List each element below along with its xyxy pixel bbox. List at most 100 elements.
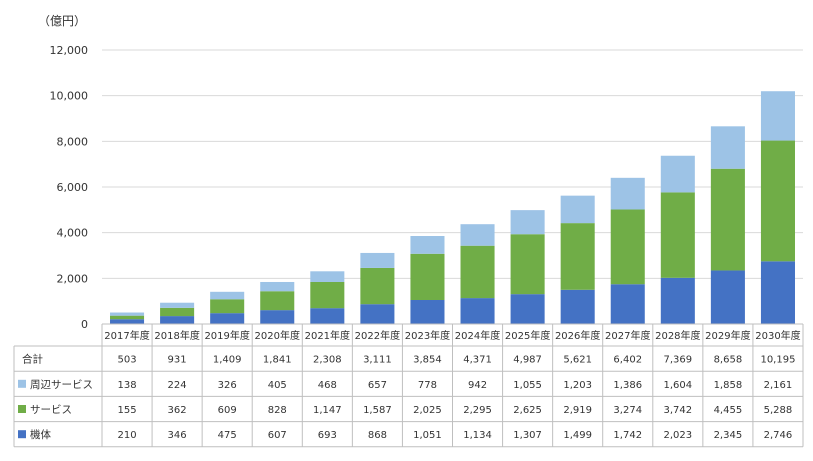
table-cell: 942 — [468, 380, 487, 391]
y-tick-label: 10,000 — [50, 90, 89, 103]
table-cell: 503 — [117, 355, 136, 366]
table-cell: 2,295 — [463, 405, 492, 416]
y-tick-label: 12,000 — [50, 44, 89, 57]
legend-entry: 機体 — [30, 428, 51, 441]
y-axis-label: （億円） — [38, 14, 86, 28]
table-cell: 468 — [318, 380, 337, 391]
table-cell: 210 — [117, 430, 136, 441]
gridlines — [102, 49, 803, 325]
x-tick-label: 2025年度 — [505, 329, 550, 342]
table-cell: 3,854 — [413, 355, 442, 366]
bar-segment — [160, 307, 195, 317]
table-cell: 4,987 — [513, 355, 542, 366]
table-cell: 1,409 — [213, 355, 242, 366]
data-table: 2017年度 2018年度 2019年度 2020年度 2021年度 2022年度 2023… — [13, 323, 804, 448]
bar-segment — [160, 316, 195, 324]
table-cell: 931 — [168, 355, 187, 366]
bar-segment — [160, 302, 195, 308]
bar-segment — [110, 312, 145, 316]
table-cell: 607 — [268, 430, 287, 441]
legend-entry: サービス — [30, 404, 72, 416]
table-cell: 3,274 — [613, 405, 642, 416]
y-tick-label: 6,000 — [57, 181, 89, 194]
table-cell: 224 — [168, 380, 187, 391]
table-cell: 609 — [218, 405, 237, 416]
bar-segment — [310, 281, 345, 309]
bar-segment — [210, 313, 245, 324]
table-cell: 2,345 — [714, 430, 743, 441]
table-cell: 778 — [418, 380, 437, 391]
table-cell: 2,161 — [764, 380, 793, 391]
table-cell: 1,307 — [513, 430, 542, 441]
bar-segment — [760, 140, 795, 262]
table-cell: 693 — [318, 430, 337, 441]
bar-segment — [460, 298, 495, 324]
bar-segment — [360, 304, 395, 324]
x-tick-label: 2029年度 — [705, 329, 750, 342]
table-cell: 5,621 — [563, 355, 592, 366]
bar-segment — [410, 236, 445, 254]
table-cell: 1,051 — [413, 430, 442, 441]
bar-segment — [260, 310, 295, 324]
table-cell: 3,111 — [363, 355, 392, 366]
x-tick-label: 2023年度 — [405, 329, 450, 342]
legend-swatch — [18, 430, 26, 439]
table-cell: 1,499 — [563, 430, 592, 441]
bar-segment — [560, 289, 595, 324]
bar-segment — [460, 245, 495, 299]
bars — [110, 91, 795, 324]
bar-segment — [760, 91, 795, 141]
table-cell: 1,604 — [664, 380, 693, 391]
y-axis: 0 2,000 4,000 6,000 8,000 10,000 12,000 — [50, 44, 89, 331]
y-tick-label: 8,000 — [57, 135, 89, 148]
x-tick-label: 2027年度 — [605, 329, 650, 342]
bar-segment — [510, 234, 545, 295]
bar-segment — [210, 299, 245, 314]
bar-segment — [110, 319, 145, 324]
x-tick-label: 2026年度 — [555, 329, 600, 342]
x-tick-label: 2028年度 — [655, 329, 700, 342]
table-cell: 1,055 — [513, 380, 542, 391]
table-cell: 405 — [268, 380, 287, 391]
x-tick-label: 2017年度 — [104, 329, 149, 342]
table-cell: 1,203 — [563, 380, 592, 391]
bar-segment — [710, 126, 745, 169]
bar-segment — [410, 300, 445, 324]
legend-entry: 合計 — [22, 353, 43, 366]
table-cell: 2,746 — [764, 430, 793, 441]
x-tick-label: 2022年度 — [355, 329, 400, 342]
x-tick-label: 2024年度 — [455, 329, 500, 342]
table-cell: 1,134 — [463, 430, 492, 441]
legend-swatch — [18, 405, 26, 413]
bar-segment — [560, 195, 595, 224]
table-cell: 5,288 — [764, 405, 793, 416]
legend-entry: 周辺サービス — [30, 379, 93, 391]
table-cell: 7,369 — [664, 355, 693, 366]
bar-segment — [310, 308, 345, 324]
table-cell: 475 — [218, 430, 237, 441]
bar-segment — [710, 168, 745, 271]
table-cell: 2,625 — [513, 405, 542, 416]
table-cell: 155 — [117, 405, 136, 416]
table-cell: 2,023 — [664, 430, 693, 441]
table-cell: 2,308 — [313, 355, 342, 366]
bar-segment — [260, 291, 295, 311]
table-cell: 346 — [168, 430, 187, 441]
bar-segment — [660, 277, 695, 324]
bar-segment — [310, 271, 345, 282]
table-cell: 1,858 — [714, 380, 743, 391]
bar-segment — [560, 223, 595, 290]
bar-segment — [410, 253, 445, 301]
table-cell: 4,455 — [714, 405, 743, 416]
bar-segment — [710, 270, 745, 324]
table-cell: 828 — [268, 405, 287, 416]
bar-segment — [610, 209, 645, 285]
bar-segment — [660, 155, 695, 193]
x-tick-label: 2019年度 — [204, 329, 249, 342]
table-cell: 2,025 — [413, 405, 442, 416]
table-cell: 1,841 — [263, 355, 292, 366]
table-cell: 868 — [368, 430, 387, 441]
table-cell: 10,195 — [760, 355, 795, 366]
table-cell: 326 — [218, 380, 237, 391]
bar-segment — [760, 261, 795, 324]
